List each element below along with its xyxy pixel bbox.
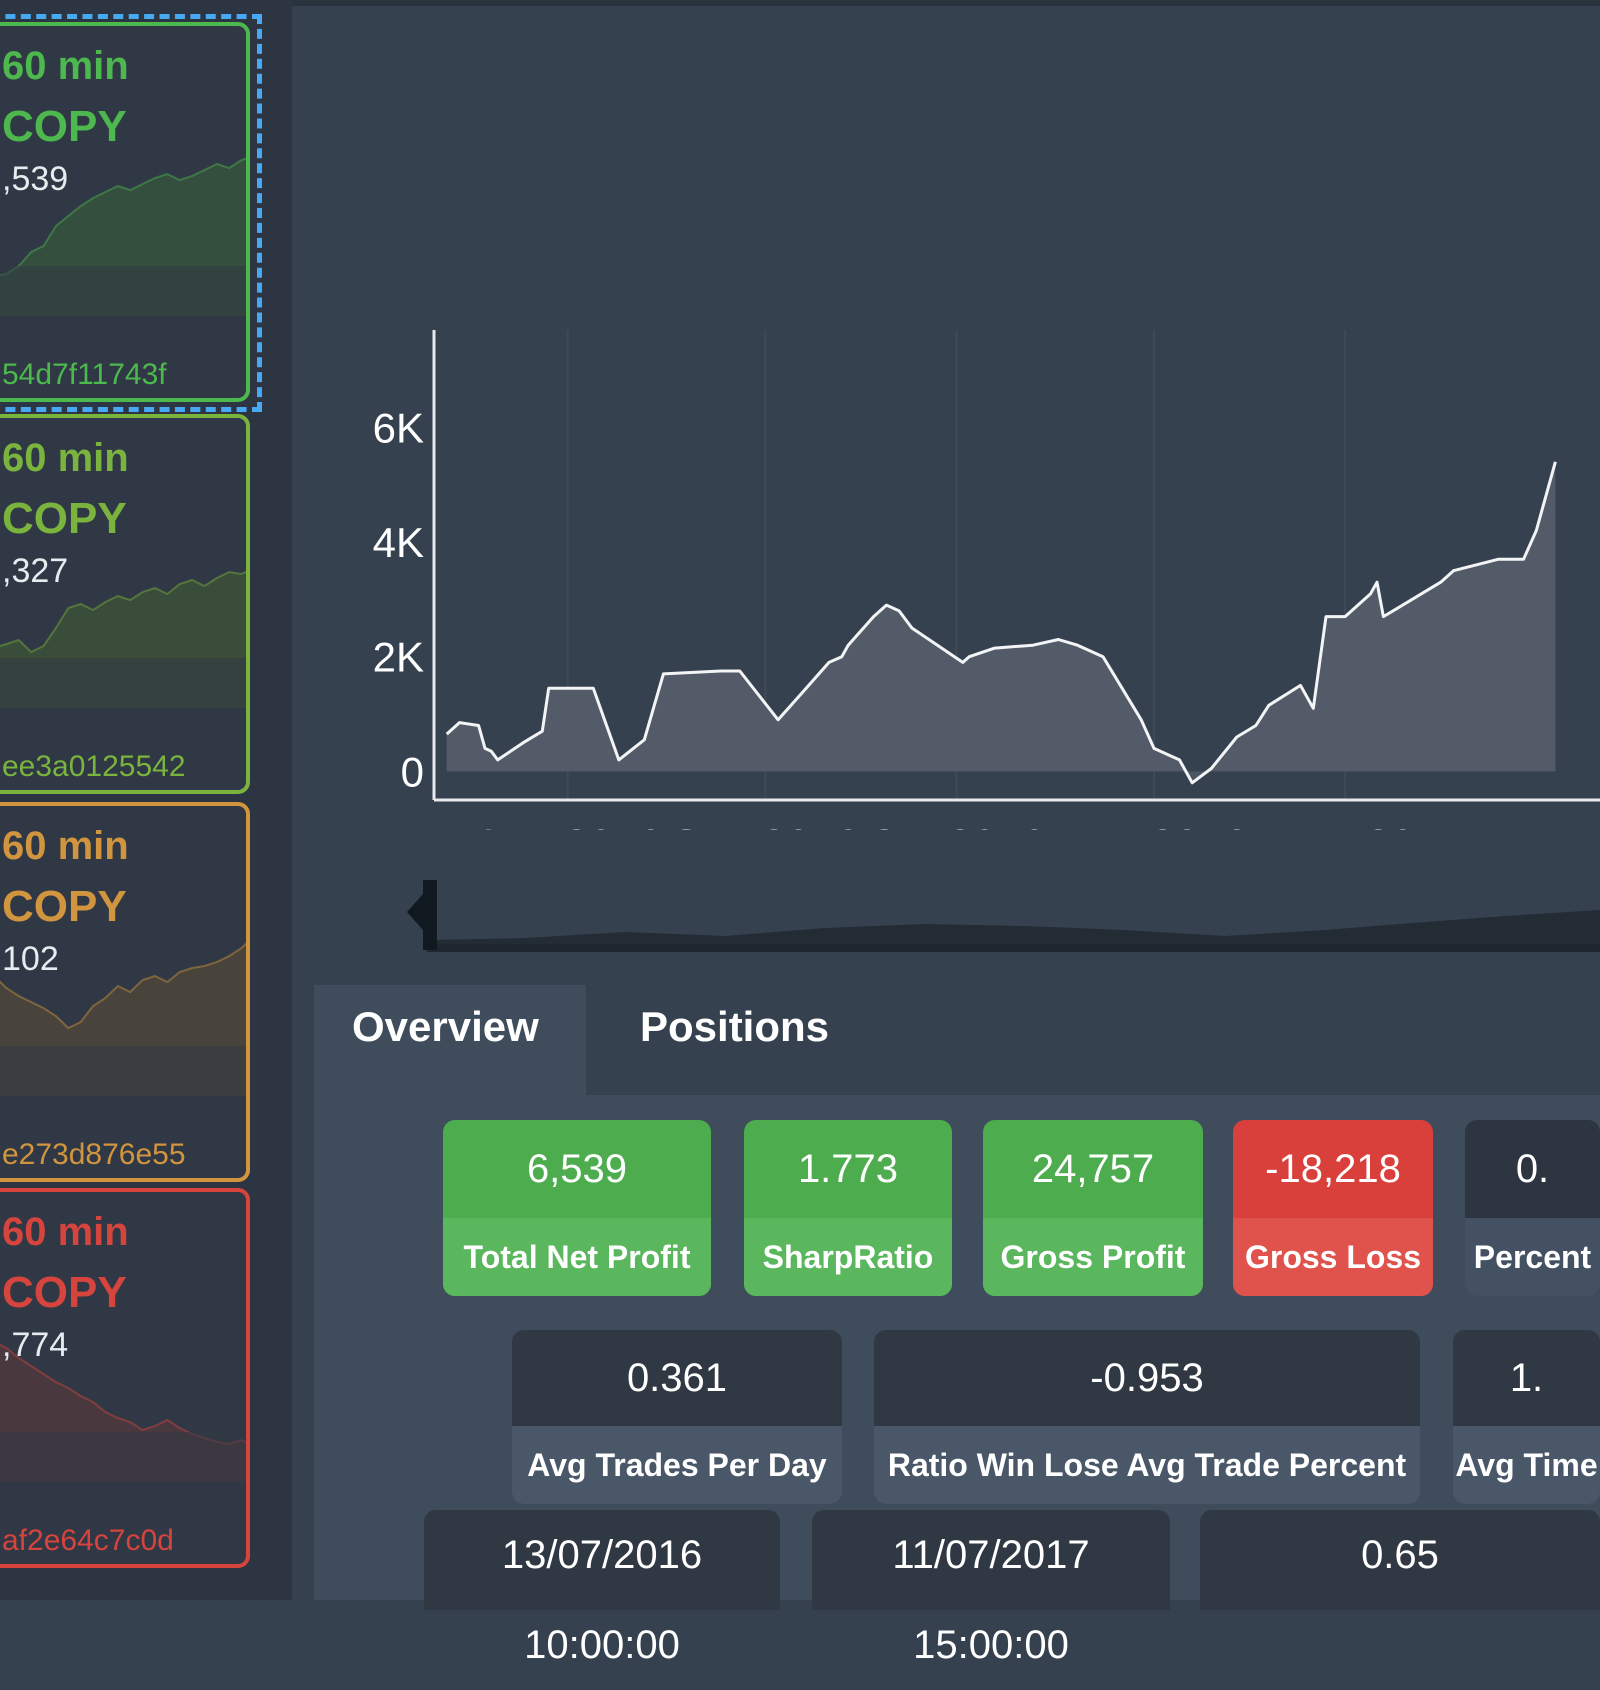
stat-value: 0. bbox=[1515, 1147, 1550, 1191]
strategy-card[interactable]: 60 min COPY 102 e273d876e55 bbox=[0, 802, 250, 1182]
strategy-id: 54d7f11743f bbox=[2, 358, 167, 391]
tab-positions[interactable]: Positions bbox=[600, 985, 840, 1085]
stat-tile: -18,218 Gross Loss bbox=[1233, 1120, 1433, 1296]
strategy-card[interactable]: 60 min COPY ,539 54d7f11743f bbox=[0, 22, 250, 402]
y-tick-label: 4K bbox=[373, 519, 424, 566]
strategy-period: 60 min bbox=[2, 436, 129, 480]
sparkline-chart bbox=[0, 570, 246, 708]
stat-value: 0.65 bbox=[1200, 1510, 1600, 1610]
stat-value: 11/07/2017 15:00:00 bbox=[812, 1510, 1170, 1667]
tab-strip-background bbox=[586, 985, 1600, 1095]
equity-chart-svg: 0 2K 4K 6K Aug 2016 Sep 2016 Oct 2016 Nov 2016 D… bbox=[373, 330, 1600, 830]
strategy-action: COPY bbox=[2, 1268, 127, 1317]
stat-tile: 1. Avg Time bbox=[1453, 1330, 1600, 1504]
stat-tile: -0.953 Ratio Win Lose Avg Trade Percent bbox=[874, 1330, 1420, 1504]
strategy-id: ee3a0125542 bbox=[2, 750, 186, 783]
navigator-left-handle[interactable] bbox=[407, 880, 437, 950]
strategy-profit: ,327 bbox=[2, 552, 69, 590]
tab-overview-label: Overview bbox=[352, 1003, 539, 1050]
strategy-action: COPY bbox=[2, 494, 127, 543]
chart-navigator[interactable] bbox=[405, 880, 1600, 970]
strategy-action: COPY bbox=[2, 102, 127, 151]
strategy-profit: ,539 bbox=[2, 160, 69, 198]
sparkline-chart bbox=[0, 157, 246, 316]
strategy-profit: 102 bbox=[2, 940, 59, 978]
selected-card-outline bbox=[0, 14, 262, 412]
y-tick-label: 6K bbox=[373, 404, 424, 451]
stat-label: Percent bbox=[1465, 1218, 1600, 1296]
stat-tile: 0. Percent bbox=[1465, 1120, 1600, 1296]
x-tick-label: Dec 20 bbox=[1275, 821, 1414, 830]
stat-value: -0.953 bbox=[1090, 1356, 1204, 1400]
stat-label: Ratio Win Lose Avg Trade Percent bbox=[874, 1426, 1420, 1504]
strategy-id: e273d876e55 bbox=[2, 1138, 186, 1171]
strategy-action: COPY bbox=[2, 882, 127, 931]
x-tick-label: Nov 2016 bbox=[1060, 821, 1248, 830]
stat-value: 1. bbox=[1509, 1356, 1544, 1400]
stat-label: Gross Profit bbox=[983, 1218, 1203, 1296]
stat-label: Total Net Profit bbox=[443, 1218, 711, 1296]
strategy-card[interactable]: 60 min COPY ,774 af2e64c7c0d bbox=[0, 1188, 250, 1568]
x-tick-label: Aug 2016 bbox=[474, 821, 662, 830]
stat-tile: 24,757 Gross Profit bbox=[983, 1120, 1203, 1296]
stat-label: Avg Time bbox=[1453, 1426, 1600, 1504]
strategy-period: 60 min bbox=[2, 1210, 129, 1254]
stat-value: 24,757 bbox=[1031, 1147, 1155, 1191]
stat-value: 6,539 bbox=[526, 1147, 628, 1191]
x-tick-label: Sep 2016 bbox=[671, 821, 859, 830]
tab-positions-label: Positions bbox=[640, 1003, 830, 1050]
strategy-id: af2e64c7c0d bbox=[2, 1524, 174, 1557]
equity-area-positive bbox=[446, 461, 1556, 783]
stat-tile: 1.773 SharpRatio bbox=[744, 1120, 952, 1296]
stat-tile: 0.361 Avg Trades Per Day bbox=[512, 1330, 842, 1504]
stat-value: 13/07/2016 10:00:00 bbox=[424, 1510, 780, 1667]
stat-label: Avg Trades Per Day bbox=[512, 1426, 842, 1504]
sparkline-chart bbox=[0, 1343, 246, 1482]
stat-label: Gross Loss bbox=[1233, 1218, 1433, 1296]
strategy-period: 60 min bbox=[2, 824, 129, 868]
stat-label: SharpRatio bbox=[744, 1218, 952, 1296]
strategy-sidebar: 60 min COPY ,539 54d7f11743f 60 min COPY ,327 e… bbox=[0, 0, 292, 1600]
tab-overview[interactable]: Overview bbox=[314, 985, 586, 1095]
x-tick-label: Oct 2016 bbox=[867, 821, 1046, 830]
y-tick-label: 0 bbox=[401, 748, 424, 795]
strategy-profit: ,774 bbox=[2, 1326, 69, 1364]
stat-value: 1.773 bbox=[797, 1147, 899, 1191]
y-tick-label: 2K bbox=[373, 634, 424, 681]
sparkline-chart bbox=[0, 942, 246, 1096]
strategy-period: 60 min bbox=[2, 44, 129, 88]
top-border bbox=[0, 0, 1600, 6]
strategy-card[interactable]: 60 min COPY ,327 ee3a0125542 bbox=[0, 414, 250, 794]
stat-value: 0.361 bbox=[626, 1356, 728, 1400]
stat-value: -18,218 bbox=[1265, 1147, 1401, 1191]
stat-tile: 6,539 Total Net Profit bbox=[443, 1120, 711, 1296]
equity-line bbox=[445, 461, 1557, 785]
